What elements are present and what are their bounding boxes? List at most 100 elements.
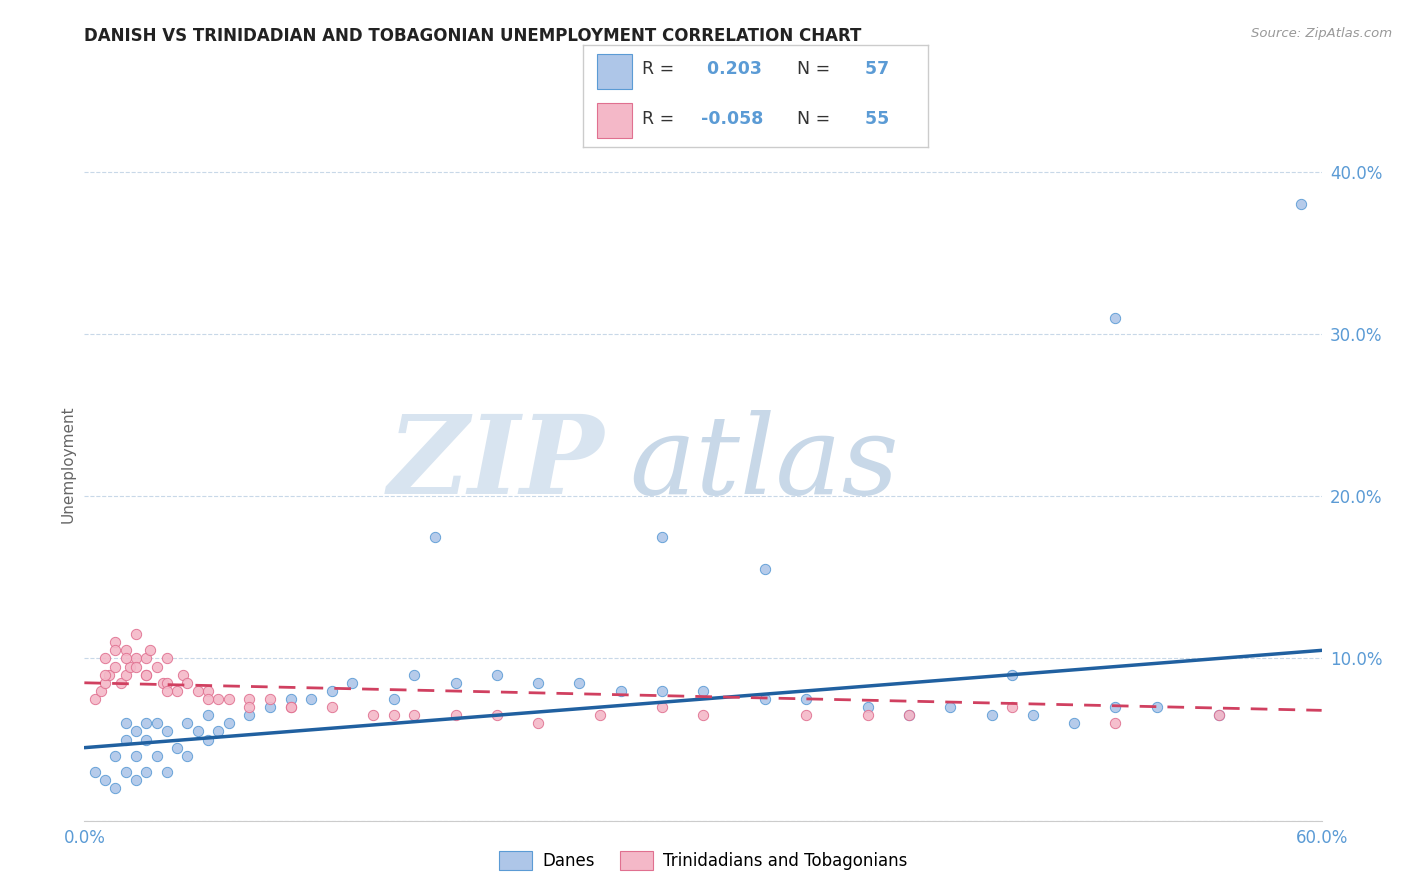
Point bbox=[754, 692, 776, 706]
Point bbox=[939, 700, 962, 714]
Point bbox=[135, 651, 157, 665]
Point bbox=[135, 716, 157, 731]
Point bbox=[125, 773, 148, 788]
Point bbox=[125, 651, 148, 665]
Point bbox=[238, 692, 260, 706]
Point bbox=[527, 675, 550, 690]
Point bbox=[156, 764, 179, 779]
Legend: Danes, Trinidadians and Tobagonians: Danes, Trinidadians and Tobagonians bbox=[492, 844, 914, 877]
Point bbox=[361, 708, 384, 723]
Point bbox=[197, 692, 219, 706]
Point bbox=[692, 684, 714, 698]
Point bbox=[135, 764, 157, 779]
Point bbox=[444, 675, 467, 690]
Point bbox=[94, 675, 117, 690]
Point bbox=[1104, 310, 1126, 325]
Point bbox=[197, 732, 219, 747]
Point bbox=[94, 667, 117, 681]
Point bbox=[856, 708, 879, 723]
Text: ZIP: ZIP bbox=[388, 410, 605, 517]
Point bbox=[197, 708, 219, 723]
Point bbox=[259, 692, 281, 706]
Point bbox=[651, 530, 673, 544]
Point bbox=[794, 692, 817, 706]
Point bbox=[1208, 708, 1230, 723]
Text: 0.203: 0.203 bbox=[700, 61, 762, 78]
Text: R =: R = bbox=[643, 111, 675, 128]
Point bbox=[692, 708, 714, 723]
Point bbox=[114, 643, 136, 657]
Point bbox=[125, 748, 148, 763]
Point bbox=[152, 675, 174, 690]
Text: -0.058: -0.058 bbox=[700, 111, 763, 128]
Point bbox=[156, 684, 179, 698]
Point bbox=[1063, 716, 1085, 731]
Point bbox=[980, 708, 1002, 723]
Point bbox=[118, 659, 141, 673]
FancyBboxPatch shape bbox=[598, 54, 631, 88]
Text: N =: N = bbox=[797, 111, 831, 128]
Point bbox=[114, 764, 136, 779]
Point bbox=[259, 700, 281, 714]
Point bbox=[1289, 197, 1312, 211]
Point bbox=[104, 781, 127, 796]
Point bbox=[104, 643, 127, 657]
Text: R =: R = bbox=[643, 61, 675, 78]
Point bbox=[197, 684, 219, 698]
Point bbox=[609, 684, 631, 698]
Point bbox=[104, 659, 127, 673]
Point bbox=[145, 716, 167, 731]
Point bbox=[794, 708, 817, 723]
Point bbox=[156, 675, 179, 690]
Point bbox=[589, 708, 612, 723]
Point bbox=[145, 748, 167, 763]
Y-axis label: Unemployment: Unemployment bbox=[60, 405, 76, 523]
Point bbox=[485, 667, 508, 681]
Point bbox=[856, 700, 879, 714]
Text: atlas: atlas bbox=[628, 410, 898, 517]
Point bbox=[527, 716, 550, 731]
Point bbox=[156, 724, 179, 739]
Point bbox=[238, 700, 260, 714]
Point bbox=[423, 530, 446, 544]
Point bbox=[218, 692, 240, 706]
FancyBboxPatch shape bbox=[598, 103, 631, 138]
Point bbox=[404, 667, 426, 681]
Point bbox=[114, 667, 136, 681]
Point bbox=[280, 692, 302, 706]
Point bbox=[1104, 716, 1126, 731]
Point bbox=[145, 659, 167, 673]
Point bbox=[114, 732, 136, 747]
Point bbox=[207, 724, 229, 739]
Point bbox=[1001, 667, 1024, 681]
Text: DANISH VS TRINIDADIAN AND TOBAGONIAN UNEMPLOYMENT CORRELATION CHART: DANISH VS TRINIDADIAN AND TOBAGONIAN UNE… bbox=[84, 27, 862, 45]
Point bbox=[207, 692, 229, 706]
Text: Source: ZipAtlas.com: Source: ZipAtlas.com bbox=[1251, 27, 1392, 40]
Point bbox=[754, 562, 776, 576]
Point bbox=[83, 764, 105, 779]
Point bbox=[1001, 700, 1024, 714]
Point bbox=[280, 700, 302, 714]
Point bbox=[166, 740, 188, 755]
Point bbox=[1208, 708, 1230, 723]
Point bbox=[176, 675, 198, 690]
Point bbox=[172, 667, 194, 681]
Point bbox=[125, 627, 148, 641]
Point bbox=[1104, 700, 1126, 714]
Point bbox=[104, 748, 127, 763]
Point bbox=[135, 667, 157, 681]
Point bbox=[110, 675, 132, 690]
Point bbox=[125, 724, 148, 739]
Point bbox=[176, 716, 198, 731]
Point bbox=[651, 700, 673, 714]
Point bbox=[321, 700, 343, 714]
Point bbox=[94, 651, 117, 665]
Point bbox=[382, 692, 405, 706]
Point bbox=[218, 716, 240, 731]
Point bbox=[382, 708, 405, 723]
Point bbox=[166, 684, 188, 698]
Point bbox=[135, 667, 157, 681]
Point bbox=[135, 732, 157, 747]
Point bbox=[125, 659, 148, 673]
Point bbox=[187, 684, 209, 698]
